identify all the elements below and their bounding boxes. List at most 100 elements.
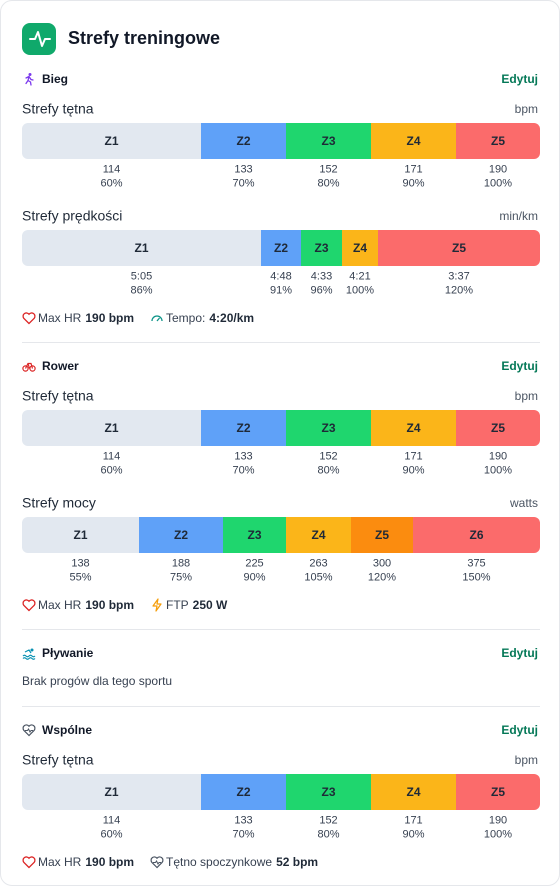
zone-percent: 55%: [69, 571, 92, 584]
zone-segment: Z3: [223, 517, 286, 553]
unit: bpm: [514, 388, 538, 403]
stat: FTP 250 W: [166, 598, 227, 612]
edit-link[interactable]: Edytuj: [501, 722, 538, 737]
zone-value: 114: [102, 814, 121, 827]
stat-label: Max HR: [38, 597, 82, 612]
zone-percent: 120%: [367, 571, 397, 584]
group-title: Strefy tętna: [22, 100, 94, 117]
zone-value: 5:05: [130, 270, 153, 283]
empty-text: Brak progów dla tego sportu: [22, 673, 173, 688]
zone-bar: Z1 Z2 Z3 Z4 Z5: [22, 230, 540, 266]
stat-value: 52 bpm: [276, 854, 319, 869]
zone-segment: Z5: [351, 517, 413, 553]
zone-value: 190: [488, 163, 508, 176]
stat-label: FTP: [166, 597, 189, 612]
edit-link[interactable]: Edytuj: [501, 645, 538, 660]
zone-segment: Z5: [456, 123, 540, 159]
zone-segment: Z4: [371, 123, 456, 159]
zone-value: 190: [488, 450, 508, 463]
section-name: Rower: [42, 358, 79, 373]
zone-segment: Z6: [413, 517, 540, 553]
group-title: Strefy tętna: [22, 387, 94, 404]
unit: bpm: [514, 101, 538, 116]
stat-value: 4:20/km: [209, 310, 255, 325]
zone-value: 4:33: [310, 270, 333, 283]
zone-segment: Z2: [201, 123, 286, 159]
group-title: Strefy mocy: [22, 494, 96, 511]
section-icon: [22, 646, 36, 660]
unit: bpm: [514, 752, 538, 767]
stat: Max HR 190 bpm: [38, 855, 134, 869]
zone-value: 4:48: [270, 270, 292, 283]
zone-percent: 60%: [100, 464, 123, 477]
zone-percent: 75%: [169, 571, 193, 584]
zone-bar: Z1 Z2 Z3 Z4 Z5 Z6: [22, 517, 540, 553]
zone-value: 188: [171, 557, 191, 570]
zone-segment: Z4: [342, 230, 378, 266]
zone-segment: Z3: [286, 410, 371, 446]
stat-label: Max HR: [38, 854, 82, 869]
stat: Max HR 190 bpm: [38, 598, 134, 612]
stat-value: 190 bpm: [85, 597, 135, 612]
zone-segment: Z1: [22, 410, 201, 446]
zone-percent: 60%: [100, 177, 123, 190]
section-name: Pływanie: [42, 645, 94, 660]
zone-segment: Z5: [456, 774, 540, 810]
zone-value: 152: [319, 163, 338, 176]
zone-percent: 100%: [483, 177, 513, 190]
zone-value: 133: [234, 814, 253, 827]
stat-label: Tempo:: [166, 310, 206, 325]
zone-segment: Z5: [378, 230, 540, 266]
zone-value: 114: [102, 163, 121, 176]
unit: watts: [509, 495, 538, 510]
zone-percent: 60%: [100, 828, 123, 841]
zone-percent: 105%: [304, 571, 333, 584]
zone-value: 190: [488, 814, 508, 827]
unit: min/km: [499, 208, 538, 223]
zone-value: 171: [404, 450, 423, 463]
zone-value: 152: [319, 450, 338, 463]
header-icon: [22, 23, 56, 55]
zone-percent: 91%: [269, 284, 293, 297]
zone-segment: Z1: [22, 123, 201, 159]
zone-percent: 70%: [232, 177, 255, 190]
section-icon: [22, 723, 36, 737]
zone-segment: Z2: [201, 774, 286, 810]
section-name: Bieg: [42, 71, 69, 86]
section-icon: [22, 72, 36, 86]
zone-percent: 90%: [402, 464, 425, 477]
stat-icon: [22, 855, 36, 869]
zone-value: 263: [309, 557, 328, 570]
stat-icon: [22, 598, 36, 612]
zone-segment: Z1: [22, 774, 201, 810]
group-title: Strefy prędkości: [22, 207, 123, 224]
section-icon: [22, 359, 36, 373]
stat-value: 190 bpm: [85, 310, 135, 325]
stat: Tętno spoczynkowe 52 bpm: [166, 855, 318, 869]
zone-percent: 120%: [444, 284, 474, 297]
zone-percent: 100%: [483, 828, 513, 841]
stat: Tempo: 4:20/km: [166, 311, 254, 325]
edit-link[interactable]: Edytuj: [501, 71, 538, 86]
zone-bar: Z1 Z2 Z3 Z4 Z5: [22, 123, 540, 159]
section-name: Wspólne: [42, 722, 92, 737]
title: Strefy treningowe: [68, 28, 221, 49]
zone-segment: Z2: [139, 517, 223, 553]
zone-percent: 90%: [402, 177, 425, 190]
stat-label: Tętno spoczynkowe: [166, 854, 273, 869]
zone-segment: Z4: [371, 410, 456, 446]
zone-percent: 90%: [402, 828, 425, 841]
zone-value: 171: [404, 814, 423, 827]
zone-segment: Z2: [201, 410, 286, 446]
zone-value: 4:21: [349, 270, 371, 283]
zone-segment: Z2: [261, 230, 301, 266]
stat-icon: [150, 855, 164, 869]
stat-icon: [150, 311, 164, 325]
zone-segment: Z3: [286, 123, 371, 159]
zone-segment: Z5: [456, 410, 540, 446]
zone-bar: Z1 Z2 Z3 Z4 Z5: [22, 410, 540, 446]
zone-percent: 100%: [345, 284, 375, 297]
edit-link[interactable]: Edytuj: [501, 358, 538, 373]
zone-segment: Z1: [22, 230, 261, 266]
